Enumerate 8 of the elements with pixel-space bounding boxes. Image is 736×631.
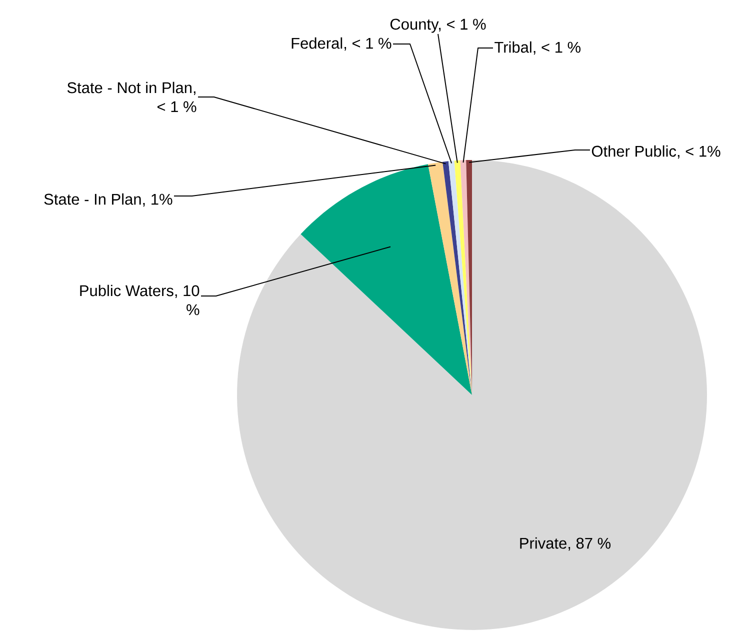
slice-label: Private, 87 %: [520, 537, 611, 551]
slice-label: Public Waters, 10 %: [80, 284, 200, 316]
slice-label: County, < 1 %: [390, 18, 486, 33]
slice-label: State - Not in Plan, < 1 %: [67, 82, 196, 112]
slice-label: State - In Plan, 1%: [44, 193, 172, 207]
slice-label: Tribal, < 1 %: [494, 41, 580, 55]
slice-label: Federal, < 1 %: [292, 37, 392, 51]
slice-label: Other Public, < 1%: [592, 145, 720, 159]
